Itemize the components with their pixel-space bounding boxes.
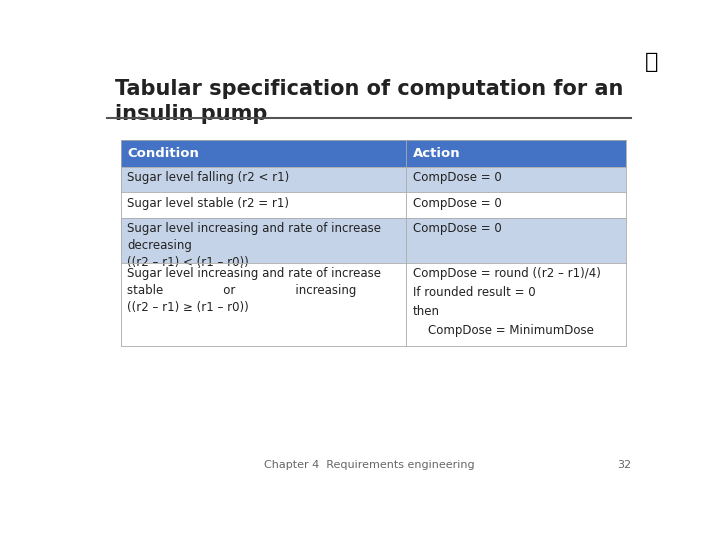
Text: Tabular specification of computation for an: Tabular specification of computation for…	[115, 79, 624, 99]
Text: CompDose = round ((r2 – r1)/4)
If rounded result = 0
then
    CompDose = Minimum: CompDose = round ((r2 – r1)/4) If rounde…	[413, 267, 600, 338]
Text: 📚: 📚	[645, 52, 658, 72]
Text: 32: 32	[617, 460, 631, 470]
Text: Condition: Condition	[127, 147, 199, 160]
Text: Action: Action	[413, 147, 460, 160]
Bar	[121, 167, 626, 192]
Bar	[121, 140, 626, 167]
Text: Sugar level stable (r2 = r1): Sugar level stable (r2 = r1)	[127, 197, 289, 210]
Text: CompDose = 0: CompDose = 0	[413, 197, 501, 210]
Text: CompDose = 0: CompDose = 0	[413, 171, 501, 184]
Text: Sugar level falling (r2 < r1): Sugar level falling (r2 < r1)	[127, 171, 289, 184]
Text: Sugar level increasing and rate of increase
decreasing
((r2 – r1) < (r1 – r0)): Sugar level increasing and rate of incre…	[127, 222, 382, 269]
Bar	[121, 218, 626, 263]
Bar	[121, 192, 626, 218]
Text: Sugar level increasing and rate of increase
stable                or            : Sugar level increasing and rate of incre…	[127, 267, 382, 314]
Text: CompDose = 0: CompDose = 0	[413, 222, 501, 235]
Text: insulin pump: insulin pump	[115, 104, 268, 124]
Bar	[121, 263, 626, 346]
Text: Chapter 4  Requirements engineering: Chapter 4 Requirements engineering	[264, 460, 474, 470]
